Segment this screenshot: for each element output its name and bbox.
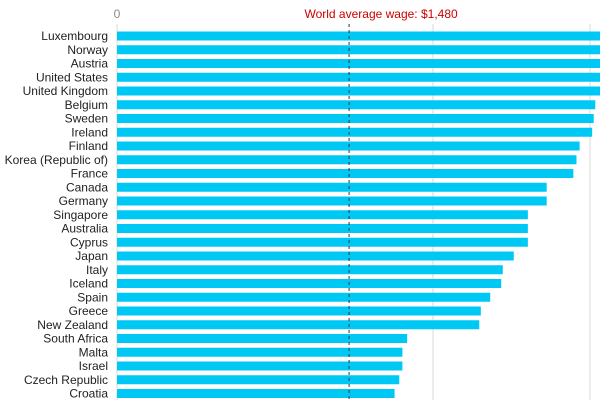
bar: [117, 210, 528, 220]
average-annotation: World average wage: $1,480: [304, 7, 458, 400]
bar: [117, 279, 502, 288]
category-label: Israel: [79, 359, 108, 373]
bar: [117, 59, 600, 68]
category-label: Ireland: [71, 125, 108, 139]
category-label: New Zealand: [37, 318, 108, 332]
bar: [117, 334, 408, 343]
bar: [117, 306, 481, 316]
category-label: Canada: [66, 180, 108, 194]
category-label: France: [71, 167, 109, 181]
category-label: Cyprus: [70, 235, 108, 249]
category-label: Iceland: [69, 277, 108, 291]
bar: [117, 72, 600, 82]
bar: [117, 155, 577, 165]
category-label: Japan: [75, 249, 108, 263]
category-label: Luxembourg: [41, 29, 108, 43]
bar: [117, 292, 491, 302]
category-label: Austria: [71, 57, 109, 71]
bar: [117, 127, 593, 137]
category-label: Malta: [79, 345, 109, 359]
bar: [117, 141, 580, 151]
bar: [117, 265, 503, 275]
x-tick-label: 0: [114, 7, 121, 21]
category-label: Australia: [61, 222, 108, 236]
category-label: Czech Republic: [24, 373, 108, 387]
category-label: South Africa: [43, 332, 108, 346]
bar: [117, 169, 574, 178]
category-label: Norway: [67, 43, 108, 57]
category-label: Croatia: [69, 387, 108, 400]
category-label: Italy: [86, 263, 108, 277]
bar: [117, 86, 600, 96]
category-label: Korea (Republic of): [5, 153, 108, 167]
bar: [117, 100, 596, 110]
bar: [117, 251, 514, 261]
category-label: Sweden: [65, 112, 108, 126]
category-label: Singapore: [53, 208, 108, 222]
category-label: Belgium: [65, 98, 108, 112]
bar: [117, 375, 400, 385]
category-label: Spain: [77, 290, 108, 304]
category-label: Finland: [69, 139, 108, 153]
bar: [117, 347, 403, 357]
x-tick-labels: 0: [114, 7, 121, 21]
category-label: Germany: [59, 194, 108, 208]
bar: [117, 196, 547, 206]
bar: [117, 237, 528, 247]
world-average-label: World average wage: $1,480: [304, 7, 458, 21]
bars: [117, 31, 600, 398]
bar: [117, 389, 395, 398]
category-label: United States: [36, 70, 108, 84]
category-label: Greece: [69, 304, 109, 318]
bar: [117, 31, 600, 41]
category-label: United Kingdom: [23, 84, 108, 98]
bar: [117, 45, 600, 55]
bar: [117, 114, 594, 123]
bar: [117, 320, 480, 330]
bar: [117, 224, 528, 233]
bar: [117, 182, 547, 192]
bar: [117, 361, 403, 371]
